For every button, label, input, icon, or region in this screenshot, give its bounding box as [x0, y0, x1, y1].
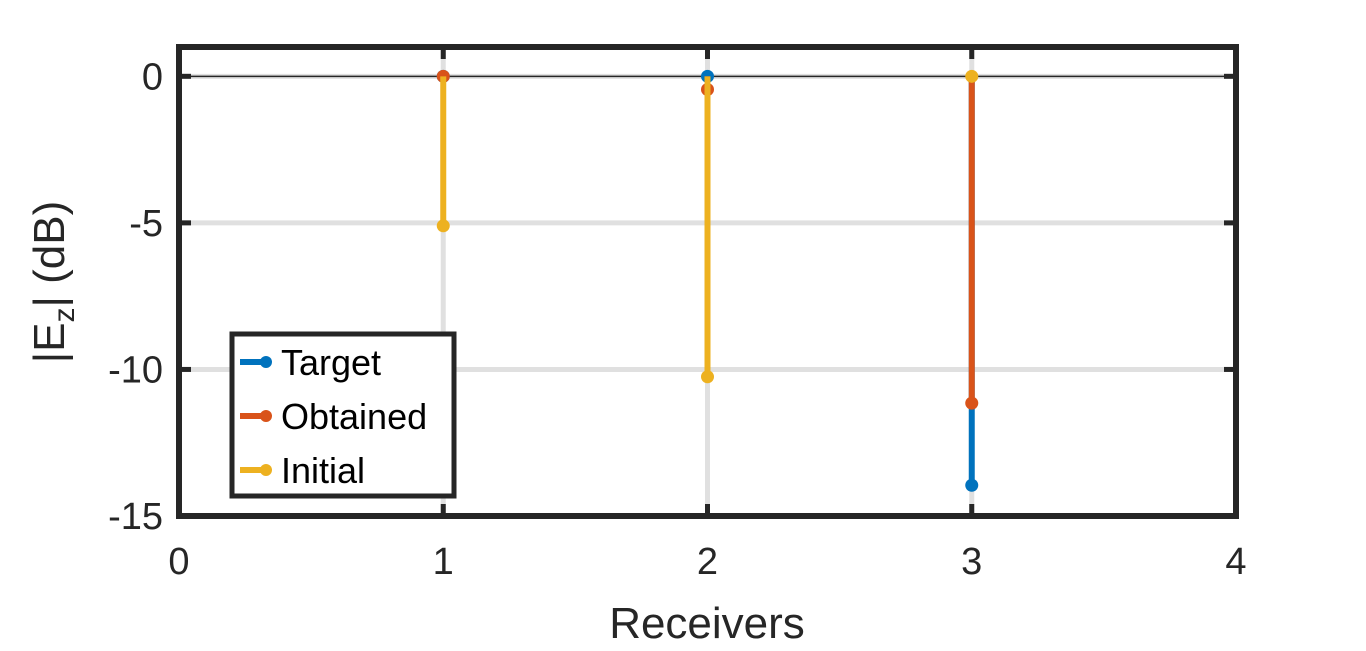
- legend-swatch-marker: [260, 356, 272, 368]
- x-tick-label: 0: [168, 541, 189, 583]
- y-axis-label: |Ez| (dB): [25, 201, 81, 364]
- y-axis-label-tail: | (dB): [25, 201, 74, 308]
- legend: Target Obtained Initial: [229, 331, 457, 499]
- y-tick-label: -5: [129, 203, 163, 245]
- legend-label: Initial: [281, 450, 365, 491]
- x-tick-label: 2: [697, 541, 718, 583]
- x-tick-label: 1: [433, 541, 454, 583]
- stem-marker: [965, 478, 979, 492]
- tick-marks: [176, 47, 1239, 519]
- stem-marker: [436, 219, 450, 233]
- legend-swatch-marker: [260, 464, 272, 476]
- stem-marker: [965, 69, 979, 83]
- y-axis-label-sub: z: [48, 308, 81, 323]
- y-tick-label: -15: [108, 496, 163, 538]
- x-axis-label: Receivers: [609, 599, 805, 648]
- legend-swatch-marker: [260, 410, 272, 422]
- data-stems: [436, 69, 979, 492]
- series-initial: [436, 69, 979, 384]
- y-axis-label-main: |E: [25, 323, 74, 364]
- stem-marker: [701, 370, 714, 384]
- x-tick-label: 4: [1225, 541, 1246, 583]
- legend-label: Target: [281, 342, 381, 383]
- y-tick-label: 0: [142, 56, 163, 98]
- legend-label: Obtained: [281, 396, 427, 437]
- stem-marker: [965, 396, 979, 410]
- tick-labels: 0 1 2 3 4 0 -5 -10 -15: [108, 56, 1246, 583]
- y-tick-label: -10: [108, 349, 163, 391]
- x-tick-label: 3: [961, 541, 982, 583]
